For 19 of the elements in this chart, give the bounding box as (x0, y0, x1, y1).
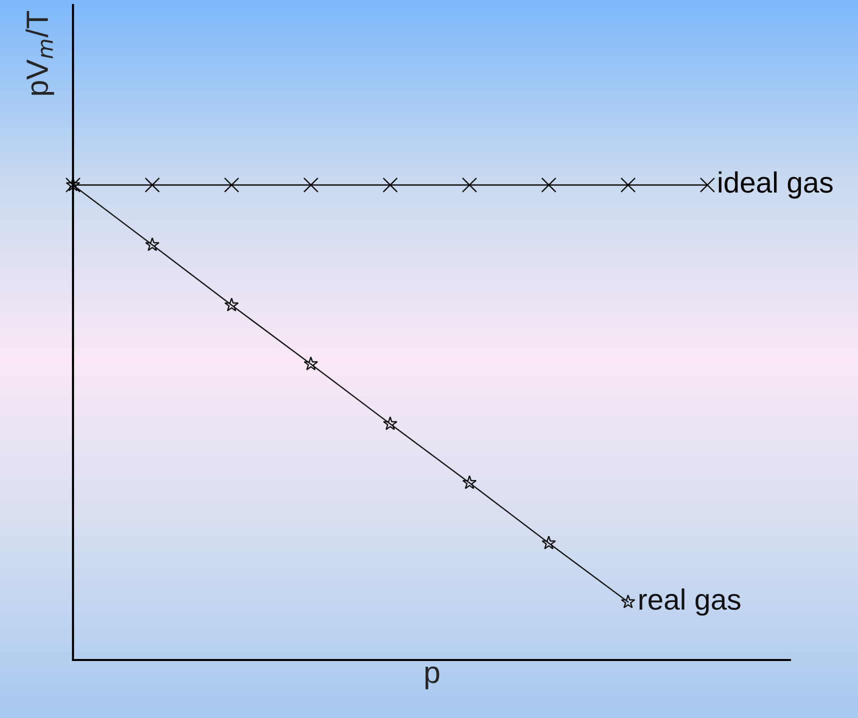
point (382, 177, 398, 193)
point (462, 177, 478, 193)
point (620, 177, 636, 193)
point (303, 177, 318, 193)
point (462, 475, 477, 490)
point (700, 177, 715, 193)
point (541, 177, 556, 193)
x-axis-title: p (425, 666, 440, 690)
y-axis-title: pV$_{m}$/T (26, 10, 54, 95)
point (620, 594, 636, 608)
point (542, 536, 556, 550)
point (145, 237, 160, 252)
series-label: real gas (640, 588, 740, 616)
series-label: ideal gas (718, 171, 833, 199)
point (144, 177, 160, 193)
point (382, 416, 398, 430)
point (224, 298, 239, 312)
point (224, 177, 240, 193)
point (304, 356, 318, 370)
